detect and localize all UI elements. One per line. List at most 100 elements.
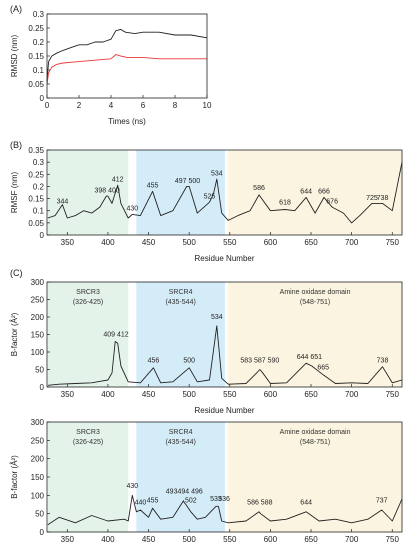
- x-tick-label: 700: [345, 390, 359, 399]
- domain-name: Amine oxidase domain: [280, 429, 351, 436]
- domain-name: SRCR4: [169, 289, 193, 296]
- peak-label: 725: [366, 195, 378, 202]
- y-tick-label: 0.35: [28, 146, 44, 155]
- x-tick-label: 600: [264, 390, 278, 399]
- x-tick-label: 450: [142, 535, 156, 544]
- x-tick-label: 500: [182, 238, 196, 247]
- domain-name: Amine oxidase domain: [280, 289, 351, 296]
- x-tick-label: 350: [61, 238, 75, 247]
- x-tick-label: 700: [345, 238, 359, 247]
- peak-label: 534: [211, 314, 223, 321]
- y-tick-label: 150: [31, 473, 45, 482]
- panel-label: (A): [10, 4, 22, 14]
- series-line: [47, 162, 403, 224]
- x-tick-label: 650: [304, 535, 318, 544]
- x-tick-label: 6: [141, 101, 146, 110]
- domain-region: [228, 150, 402, 235]
- x-tick-label: 2: [77, 101, 82, 110]
- domain-region: [228, 282, 402, 387]
- plot-frame: [46, 149, 403, 236]
- x-tick-label: 400: [101, 238, 115, 247]
- y-axis-title: B-factor (Å²): [10, 455, 19, 499]
- y-tick-label: 100: [31, 491, 45, 500]
- x-tick-label: 750: [386, 535, 400, 544]
- peak-label: 536: [218, 496, 230, 503]
- x-tick-label: 10: [203, 101, 212, 110]
- series-line: [47, 325, 403, 386]
- peak-label: 666: [318, 189, 330, 196]
- y-tick-label: 0: [40, 383, 45, 392]
- y-tick-label: 50: [35, 510, 44, 519]
- y-tick-label: 0.15: [28, 195, 44, 204]
- peak-label: 430: [126, 483, 138, 490]
- y-tick-label: 0.2: [33, 38, 45, 47]
- y-tick-label: 0.05: [28, 80, 44, 89]
- y-tick-label: 0.2: [33, 182, 45, 191]
- y-tick-label: 0.05: [28, 219, 44, 228]
- domain-range: (435-544): [165, 439, 195, 446]
- x-tick-label: 550: [223, 535, 237, 544]
- peak-label: 493494 496: [166, 489, 203, 496]
- peak-label: 502: [185, 498, 197, 505]
- peak-label: 738: [377, 358, 389, 365]
- peak-label: 456: [148, 358, 160, 365]
- peak-label: 644: [300, 189, 312, 196]
- peak-label: 586 588: [247, 500, 272, 507]
- peak-label: 676: [326, 198, 338, 205]
- domain-region: [136, 150, 225, 235]
- x-tick-label: 350: [61, 535, 75, 544]
- y-tick-label: 0.1: [33, 66, 45, 75]
- peak-label: 440: [135, 500, 147, 507]
- x-tick-label: 600: [264, 238, 278, 247]
- domain-region: [47, 150, 129, 235]
- series-line: [47, 494, 403, 526]
- domain-region: [136, 282, 225, 387]
- y-tick-label: 250: [31, 436, 45, 445]
- peak-label: 737: [376, 498, 388, 505]
- domain-range: (435-544): [165, 299, 195, 306]
- y-tick-label: 0.3: [33, 158, 45, 167]
- y-tick-label: 50: [35, 366, 44, 375]
- peak-label: 398 400: [94, 188, 119, 195]
- x-tick-label: 400: [101, 390, 115, 399]
- y-tick-label: 200: [31, 313, 45, 322]
- peak-label: 738: [377, 195, 389, 202]
- x-axis-title: Residue Number: [194, 406, 254, 415]
- x-tick-label: 500: [182, 390, 196, 399]
- x-tick-label: 550: [223, 390, 237, 399]
- peak-label: 412: [112, 177, 124, 184]
- peak-label: 430: [126, 206, 138, 213]
- x-tick-label: 450: [142, 390, 156, 399]
- panel-label: (B): [10, 140, 22, 150]
- domain-name: SRCR3: [76, 429, 100, 436]
- domain-range: (548-751): [300, 299, 330, 306]
- peak-label: 409 412: [103, 331, 128, 338]
- domain-name: SRCR4: [169, 429, 193, 436]
- domain-region: [136, 422, 225, 532]
- y-tick-label: 250: [31, 296, 45, 305]
- peak-label: 665: [317, 365, 329, 372]
- x-axis-title: Residue Number: [194, 254, 254, 263]
- x-tick-label: 600: [264, 535, 278, 544]
- y-tick-label: 0.25: [28, 24, 44, 33]
- peak-label: 533: [210, 496, 222, 503]
- peak-label: 534: [211, 171, 223, 178]
- y-tick-label: 0: [40, 94, 45, 103]
- domain-range: (548-751): [300, 439, 330, 446]
- domain-range: (326-425): [73, 439, 103, 446]
- peak-label: 497 500: [175, 178, 200, 185]
- x-tick-label: 650: [304, 238, 318, 247]
- series-line: [46, 28, 208, 82]
- peak-label: 344: [57, 198, 69, 205]
- domain-name: SRCR3: [76, 289, 100, 296]
- domain-region: [47, 282, 129, 387]
- peak-label: 644 651: [297, 354, 322, 361]
- peak-label: 525: [204, 194, 216, 201]
- x-tick-label: 400: [101, 535, 115, 544]
- y-tick-label: 0.3: [33, 10, 45, 19]
- peak-label: 500: [183, 358, 195, 365]
- y-tick-label: 300: [31, 278, 45, 287]
- x-tick-label: 8: [173, 101, 178, 110]
- x-axis-title: Times (ns): [108, 117, 146, 126]
